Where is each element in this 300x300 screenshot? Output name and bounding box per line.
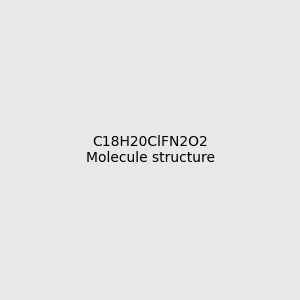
Text: C18H20ClFN2O2
Molecule structure: C18H20ClFN2O2 Molecule structure — [85, 135, 214, 165]
